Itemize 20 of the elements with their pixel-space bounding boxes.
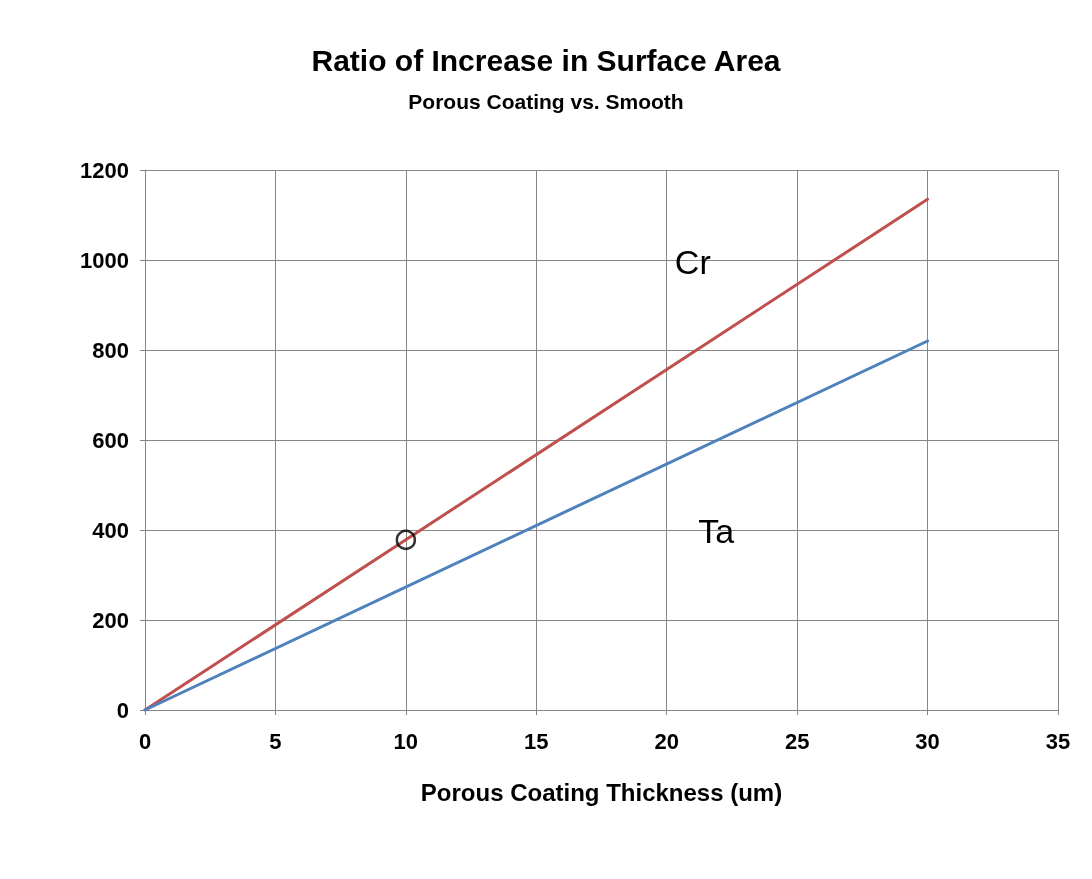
chart-title: Ratio of Increase in Surface Area xyxy=(311,43,781,77)
x-tick-label: 25 xyxy=(784,728,810,754)
y-tick-label: 800 xyxy=(92,337,129,363)
y-tick-label: 600 xyxy=(92,427,129,453)
y-tick-label: 1000 xyxy=(80,247,129,273)
x-axis-title: Porous Coating Thickness (um) xyxy=(420,778,783,806)
chart-subtitle: Porous Coating vs. Smooth xyxy=(408,90,684,113)
x-tick-label: 5 xyxy=(269,728,282,754)
x-tick-label: 10 xyxy=(393,728,419,754)
x-tick-label: 20 xyxy=(654,728,679,754)
series-label: Cr xyxy=(674,243,711,282)
x-tick-label: 15 xyxy=(524,728,549,754)
y-tick-label: 0 xyxy=(116,697,129,723)
y-tick-label: 400 xyxy=(92,517,129,543)
y-tick-label: 200 xyxy=(92,607,129,633)
x-tick-label: 30 xyxy=(915,728,940,754)
x-tick-label: 0 xyxy=(138,728,152,754)
series-label: Ta xyxy=(698,511,735,550)
x-tick-label: 35 xyxy=(1045,728,1071,754)
y-tick-label: 1200 xyxy=(80,157,129,183)
